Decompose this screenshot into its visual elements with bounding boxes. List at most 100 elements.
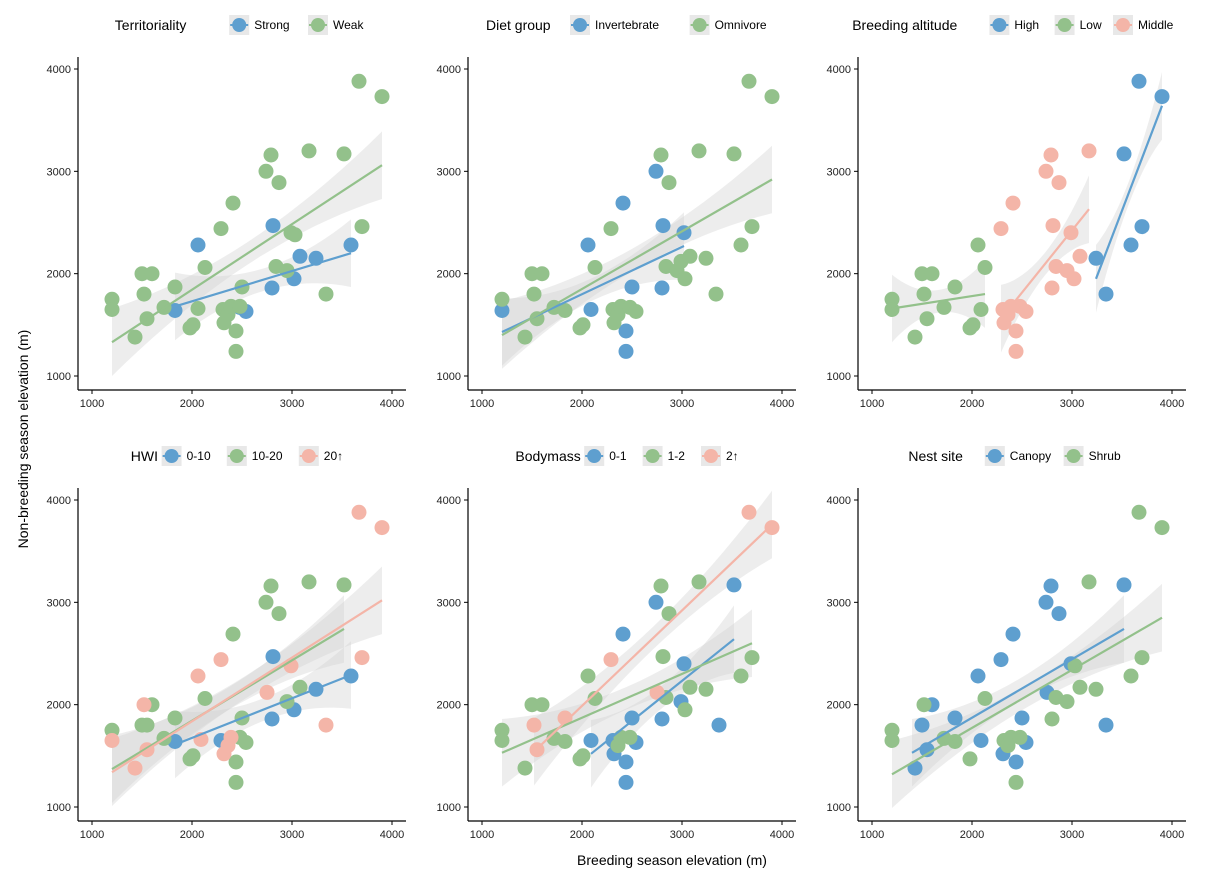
point-0-10 [265, 649, 281, 665]
point-omnivore [741, 73, 757, 89]
y-tick-label: 3000 [47, 166, 71, 178]
legend-label-invertebrate: Invertebrate [595, 18, 659, 32]
point-omnivore [628, 304, 644, 319]
point-20- [136, 697, 152, 713]
x-tick-label: 1000 [470, 829, 494, 841]
fit-line-1-2 [501, 642, 753, 754]
point-weak [228, 323, 244, 339]
legend-dot-high [992, 18, 1007, 32]
legend: Nest site Canopy Shrub [908, 446, 1121, 466]
point-weak [258, 163, 274, 179]
legend-dot-omnivore [692, 18, 707, 32]
fit-line-middle [1000, 208, 1090, 320]
legend-label-20-: 20↑ [324, 449, 343, 463]
point-weak [374, 89, 390, 105]
point-1-2 [557, 734, 573, 749]
point-low [970, 237, 986, 253]
point-2- [764, 520, 780, 536]
point-2- [603, 652, 619, 668]
point-1-2 [677, 702, 693, 718]
point-middle [1008, 343, 1024, 359]
point-canopy [970, 668, 986, 684]
point-omnivore [764, 89, 780, 105]
point-1-2 [494, 733, 510, 748]
point-omnivore [526, 286, 542, 302]
point-invertebrate [648, 163, 664, 179]
legend-label-10-20: 10-20 [252, 449, 283, 463]
point-shrub [1154, 520, 1170, 536]
y-tick-label: 4000 [47, 64, 71, 76]
point-canopy [914, 717, 930, 733]
point-invertebrate [618, 323, 634, 339]
point-shrub [1072, 679, 1088, 695]
point-1-2 [587, 691, 603, 706]
point-strong [264, 280, 280, 296]
legend-title: Breeding altitude [852, 17, 957, 33]
point-high [1131, 73, 1147, 89]
point-omnivore [653, 147, 669, 163]
point-canopy [1043, 578, 1059, 594]
point-strong [343, 237, 359, 253]
legend-label-high: High [1014, 18, 1039, 32]
point-0-1 [648, 594, 664, 610]
y-tick-label: 1000 [437, 371, 461, 383]
point-omnivore [661, 175, 677, 191]
point-weak [232, 298, 248, 314]
point-0-1 [726, 577, 742, 593]
point-strong [190, 237, 206, 253]
y-tick-label: 1000 [47, 371, 71, 383]
x-tick-label: 1000 [860, 398, 884, 410]
y-tick-label: 1000 [827, 371, 851, 383]
panel-1: 1000 2000 3000 4000 1000 2000 3000 4000 Territor… [47, 15, 406, 410]
point-20- [104, 733, 120, 748]
point-middle [1072, 248, 1088, 264]
point-shrub [947, 734, 963, 749]
point-20- [190, 668, 206, 684]
x-tick-label: 3000 [280, 398, 304, 410]
point-2- [526, 717, 542, 733]
x-tick-label: 3000 [280, 829, 304, 841]
point-weak [318, 286, 334, 302]
legend-label-0-10: 0-10 [187, 449, 211, 463]
point-omnivore [557, 303, 573, 318]
point-low [919, 311, 935, 327]
point-20- [213, 652, 229, 668]
point-middle [1045, 218, 1061, 234]
point-canopy [947, 710, 963, 726]
y-tick-label: 2000 [437, 700, 461, 712]
y-tick-label: 2000 [47, 700, 71, 712]
y-tick-label: 1000 [437, 802, 461, 814]
legend-dot-1-2 [645, 449, 660, 463]
y-tick-label: 3000 [47, 597, 71, 609]
point-weak [213, 221, 229, 237]
point-high [1098, 286, 1114, 302]
x-tick-label: 2000 [570, 829, 594, 841]
point-middle [1066, 271, 1082, 287]
point-shrub [1081, 574, 1097, 590]
legend-dot-0-10 [164, 449, 179, 463]
legend-label-canopy: Canopy [1010, 449, 1051, 463]
legend-dot-10-20 [229, 449, 244, 463]
point-0-1 [676, 656, 692, 672]
point-weak [287, 227, 303, 243]
point-low [936, 299, 952, 315]
point-shrub [1012, 729, 1028, 745]
point-20- [354, 650, 370, 666]
x-tick-label: 2000 [960, 398, 984, 410]
point-invertebrate [615, 195, 631, 211]
point-10-20 [185, 748, 201, 764]
point-1-2 [655, 649, 671, 665]
point-invertebrate [655, 218, 671, 234]
fit-line-0-1 [590, 638, 735, 755]
point-strong [292, 248, 308, 264]
point-omnivore [529, 311, 545, 327]
y-tick-label: 4000 [437, 495, 461, 507]
point-canopy [1014, 710, 1030, 726]
legend: Bodymass 0-1 1-2 2↑ [515, 446, 739, 466]
point-1-2 [733, 668, 749, 684]
y-tick-label: 2000 [437, 269, 461, 281]
point-1-2 [661, 606, 677, 622]
point-10-20 [167, 710, 183, 726]
point-omnivore [698, 250, 714, 266]
point-1-2 [691, 574, 707, 590]
